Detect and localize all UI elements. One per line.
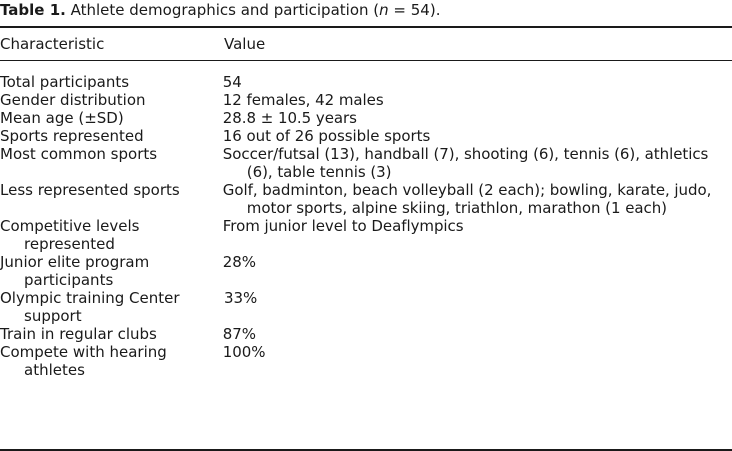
table-row: Junior elite program participants 28% [0, 253, 732, 289]
characteristic-cell: Train in regular clubs [0, 325, 157, 343]
column-header-characteristic: Characteristic [0, 35, 105, 53]
table-caption: Table 1. Athlete demographics and partic… [0, 1, 440, 19]
caption-text: Athlete demographics and participation (… [70, 1, 441, 19]
value-cell: 12 females, 42 males [222, 91, 384, 109]
characteristic-cell: Mean age (±SD) [0, 109, 124, 127]
value-cell: Golf, badminton, beach volleyball (2 eac… [222, 181, 712, 217]
value-cell: 28% [222, 253, 256, 271]
table-row: Train in regular clubs 87% [0, 325, 732, 343]
value-cell: 54 [222, 73, 242, 91]
value-cell: 100% [222, 343, 266, 361]
column-header-value: Value [224, 35, 266, 53]
table-row: Most common sports Soccer/futsal (13), h… [0, 145, 732, 181]
value-cell: 16 out of 26 possible sports [222, 127, 431, 145]
table-row: Olympic training Center support 33% [0, 289, 732, 325]
table-row: Sports represented 16 out of 26 possible… [0, 127, 732, 145]
table-row: Less represented sports Golf, badminton,… [0, 181, 732, 217]
table-row: Competitive levels represented From juni… [0, 217, 732, 253]
table-row: Compete with hearing athletes 100% [0, 343, 732, 379]
characteristic-cell: Total participants [0, 73, 130, 91]
value-cell: 28.8 ± 10.5 years [222, 109, 357, 127]
characteristic-cell: Sports represented [0, 127, 144, 145]
table-row: Total participants 54 [0, 73, 732, 91]
characteristic-cell: Compete with hearing athletes [0, 343, 167, 379]
characteristic-cell: Junior elite program participants [0, 253, 150, 289]
table-body: Total participants 54 Gender distributio… [0, 73, 732, 379]
table-row: Mean age (±SD) 28.8 ± 10.5 years [0, 109, 732, 127]
value-cell: 87% [222, 325, 256, 343]
table-label: Table 1. [0, 1, 66, 19]
bottom-rule [0, 449, 732, 451]
value-cell: 33% [224, 289, 258, 307]
table-row: Gender distribution 12 females, 42 males [0, 91, 732, 109]
characteristic-cell: Competitive levels represented [0, 217, 140, 253]
value-cell: From junior level to Deaflympics [222, 217, 464, 235]
top-rule [0, 26, 732, 28]
value-cell: Soccer/futsal (13), handball (7), shooti… [222, 145, 709, 181]
header-rule [0, 60, 732, 61]
characteristic-cell: Most common sports [0, 145, 158, 163]
characteristic-cell: Olympic training Center support [0, 289, 180, 325]
characteristic-cell: Gender distribution [0, 91, 146, 109]
characteristic-cell: Less represented sports [0, 181, 180, 199]
